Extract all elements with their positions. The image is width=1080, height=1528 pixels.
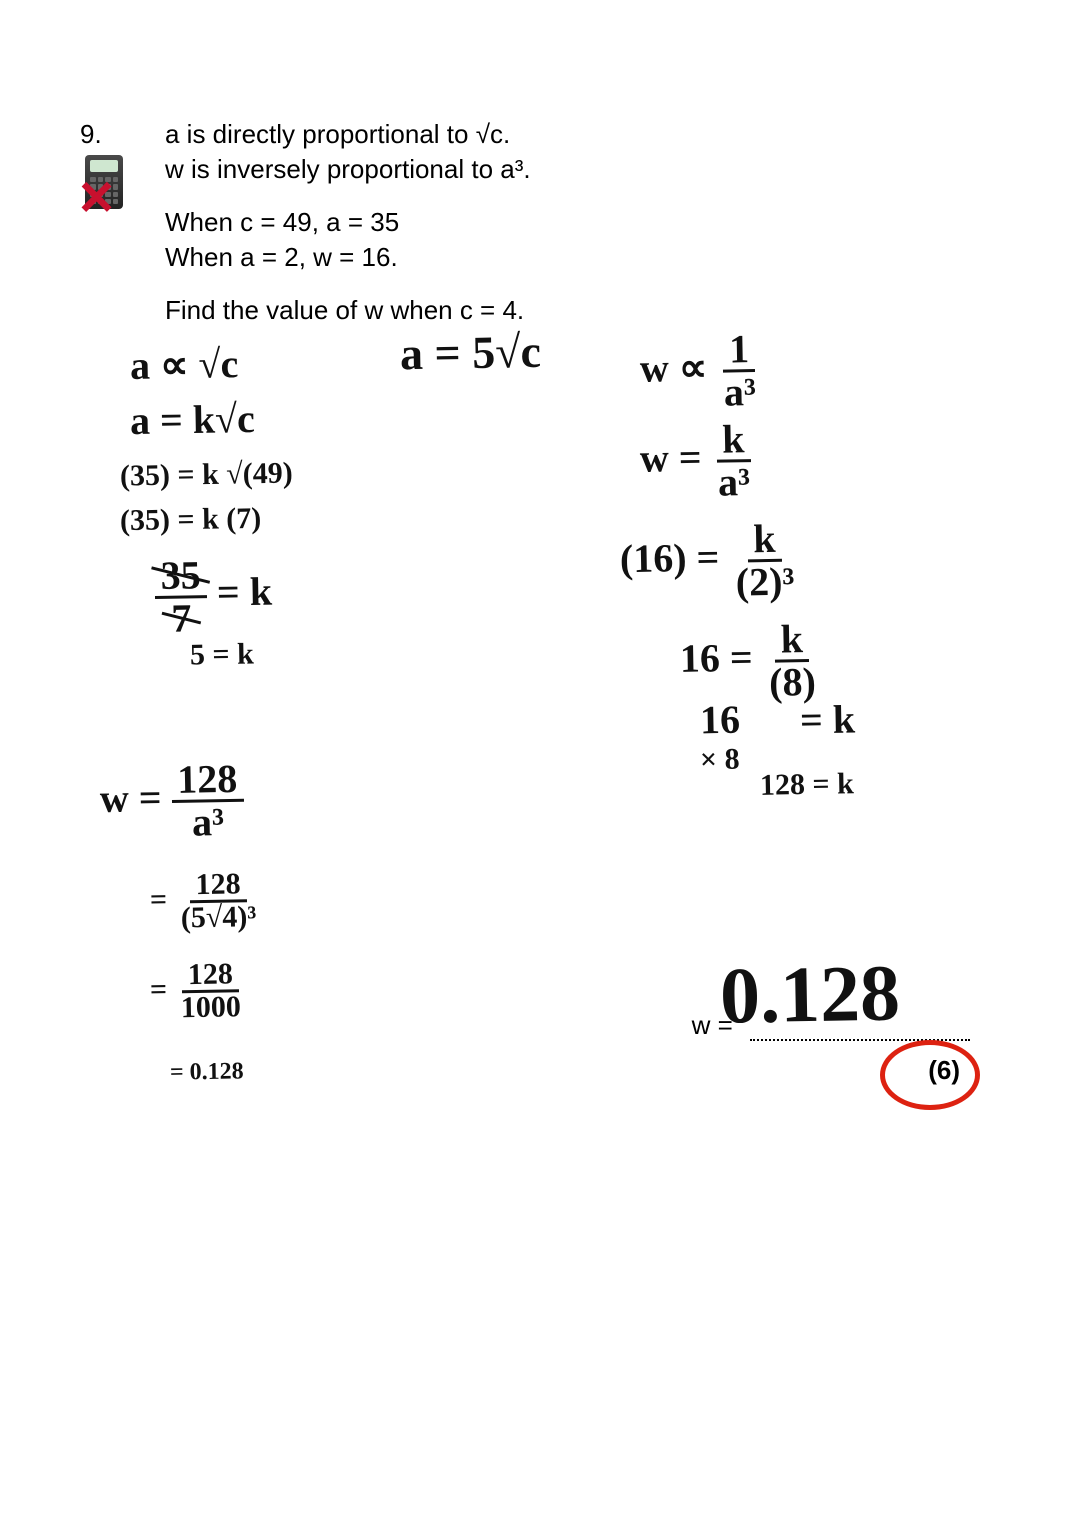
- answer-dotted-line: [750, 1016, 970, 1041]
- hw-r3-den: (2)³: [729, 561, 800, 602]
- hw-w3: = 128 1000: [149, 959, 247, 1024]
- hw-r3: (16) = k (2)³: [619, 518, 800, 604]
- hw-r2-num: k: [716, 419, 751, 463]
- answer-label: w =: [692, 1010, 733, 1040]
- hw-w3-num: 128: [182, 959, 240, 993]
- hw-r4-lhs: 16 =: [680, 635, 754, 681]
- hw-w1-num: 128: [171, 759, 244, 803]
- hw-left-5-num: 35: [154, 555, 207, 599]
- hw-r3-lhs: (16) =: [620, 535, 720, 582]
- hw-left-3: (35) = k √(49): [120, 458, 293, 491]
- hw-a-equals-5-root-c: a = 5√c: [400, 329, 542, 377]
- hw-w1-den: a³: [186, 802, 231, 843]
- hw-r5c: = k: [800, 700, 856, 741]
- hw-r3-num: k: [747, 519, 782, 563]
- question-cond-1: When c = 49, a = 35: [165, 205, 925, 240]
- hw-w2-num: 128: [189, 869, 247, 903]
- hw-r1-num: 1: [723, 329, 756, 373]
- question-line-1: a is directly proportional to √c.: [165, 117, 925, 152]
- hw-r1-lhs: w ∝: [640, 345, 708, 391]
- hw-r2-den: a³: [712, 462, 757, 503]
- hw-left-6: 5 = k: [190, 639, 254, 670]
- answer-line: w =: [692, 1010, 970, 1041]
- hw-r2: w = k a³: [639, 419, 756, 504]
- hw-w2: = 128 (5√4)³: [149, 869, 262, 934]
- hw-w3-den: 1000: [175, 992, 248, 1023]
- hw-w1: w = 128 a³: [99, 759, 244, 844]
- hw-r1-den: a³: [717, 372, 762, 413]
- hw-left-5-rhs: = k: [217, 569, 273, 615]
- hw-left-2: a = k√c: [130, 399, 255, 441]
- calculator-not-allowed-icon: ×: [85, 155, 123, 209]
- question-task: Find the value of w when c = 4.: [165, 293, 925, 328]
- hw-left-5: 35 7 = k: [154, 554, 272, 639]
- question-text: a is directly proportional to √c. w is i…: [165, 117, 925, 328]
- hw-left-4: (35) = k (7): [120, 504, 262, 536]
- hw-w4: = 0.128: [170, 1059, 244, 1084]
- hw-r6: 128 = k: [760, 769, 854, 801]
- hw-r4-num: k: [774, 619, 809, 663]
- hw-r2-lhs: w =: [640, 435, 702, 481]
- question-cond-2: When a = 2, w = 16.: [165, 240, 925, 275]
- hw-left-5-den: 7: [165, 598, 198, 639]
- hw-r1: w ∝ 1 a³: [639, 329, 762, 414]
- hw-w1-lhs: w =: [100, 775, 162, 821]
- marks-circle: [880, 1040, 980, 1110]
- hw-left-1: a ∝ √c: [130, 344, 239, 386]
- hw-r5a: 16: [700, 700, 741, 741]
- hw-r5b: × 8: [700, 745, 740, 776]
- hw-r4: 16 = k (8): [679, 619, 822, 704]
- question-number: 9.: [80, 117, 120, 152]
- hw-w2-den: (5√4)³: [175, 902, 263, 934]
- question-line-2: w is inversely proportional to a³.: [165, 152, 925, 187]
